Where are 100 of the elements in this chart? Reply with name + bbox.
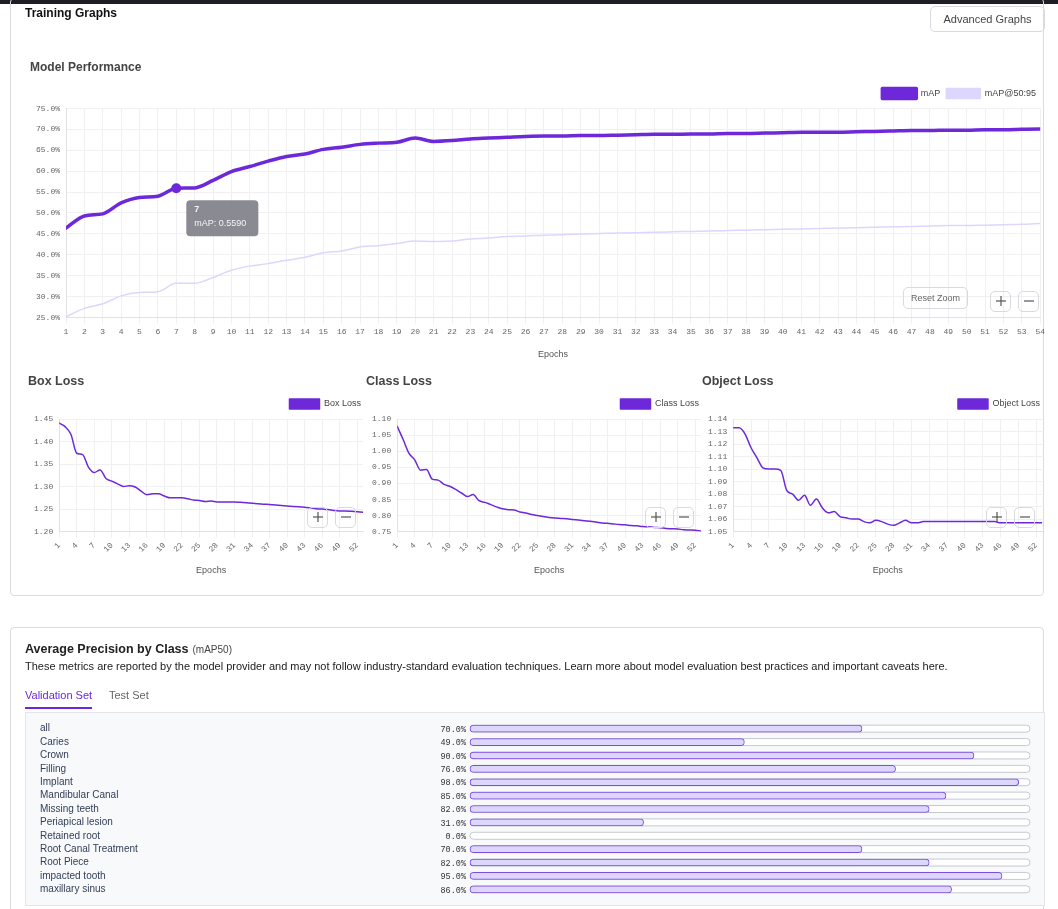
x-axis-title: Epochs bbox=[196, 565, 227, 576]
y-tick-label: 1.09 bbox=[708, 476, 728, 486]
x-tick-label: 52 bbox=[684, 540, 699, 554]
legend-label: Class Loss bbox=[654, 398, 700, 409]
chart-title: Class Loss bbox=[366, 373, 433, 388]
y-tick-label: 1.45 bbox=[34, 414, 54, 424]
x-tick-label: 13 bbox=[281, 326, 292, 336]
x-tick-label: 10 bbox=[226, 326, 237, 336]
x-tick-label: 31 bbox=[612, 326, 623, 336]
x-tick-label: 52 bbox=[998, 326, 1009, 336]
y-tick-label: Missing teeth bbox=[40, 802, 99, 814]
y-tick-label: 1.06 bbox=[708, 514, 728, 524]
x-tick-label: 50 bbox=[961, 326, 972, 336]
x-tick-label: 13 bbox=[794, 540, 808, 554]
x-axis-title: Epochs bbox=[872, 565, 904, 576]
x-tick-label: 19 bbox=[392, 326, 402, 336]
y-tick-label: 75.0% bbox=[35, 103, 61, 113]
x-tick-label: 28 bbox=[206, 540, 221, 554]
x-tick-label: 31 bbox=[562, 540, 576, 554]
x-tick-label: 52 bbox=[1025, 540, 1040, 554]
y-tick-label: 1.35 bbox=[34, 459, 54, 469]
x-tick-label: 19 bbox=[154, 540, 168, 554]
y-tick-label: 1.40 bbox=[34, 436, 54, 446]
x-tick-label: 39 bbox=[759, 326, 770, 336]
x-tick-label: 49 bbox=[329, 540, 343, 554]
y-tick-label: Crown bbox=[40, 749, 69, 761]
x-tick-label: 34 bbox=[241, 540, 256, 554]
y-tick-label: Root Piece bbox=[40, 856, 90, 868]
y-tick-label: Filling bbox=[40, 762, 67, 774]
y-tick-label: 25.0% bbox=[35, 312, 61, 322]
x-tick-label: 17 bbox=[355, 326, 366, 336]
y-tick-label: 45.0% bbox=[35, 229, 61, 239]
chart-title: Model Performance bbox=[30, 59, 142, 74]
y-tick-label: 40.0% bbox=[35, 249, 61, 259]
y-tick-label: Mandibular Canal bbox=[40, 789, 119, 801]
x-tick-label: 14 bbox=[300, 326, 310, 336]
x-tick-label: 30 bbox=[594, 326, 605, 336]
y-tick-label: 1.05 bbox=[372, 430, 392, 440]
x-tick-label: 34 bbox=[919, 540, 933, 554]
x-axis-title: Epochs bbox=[534, 565, 565, 576]
y-tick-label: impacted tooth bbox=[40, 869, 106, 881]
x-tick-label: 10 bbox=[776, 540, 790, 554]
x-tick-label: 9 bbox=[210, 326, 216, 336]
y-tick-label: 0.90 bbox=[372, 478, 392, 488]
x-tick-label: 6 bbox=[155, 326, 161, 336]
x-tick-label: 48 bbox=[925, 326, 935, 336]
x-tick-label: 31 bbox=[901, 540, 915, 554]
x-tick-label: 19 bbox=[829, 540, 844, 554]
x-tick-label: 25 bbox=[189, 540, 203, 554]
y-tick-label: 1.08 bbox=[708, 489, 728, 499]
x-tick-label: 23 bbox=[465, 326, 476, 336]
text: (mAP50) bbox=[192, 644, 232, 655]
y-tick-label: Periapical lesion bbox=[40, 816, 113, 828]
x-tick-label: 40 bbox=[276, 540, 291, 554]
x-tick-label: 38 bbox=[741, 326, 752, 336]
data-label: 70.0% bbox=[440, 724, 467, 735]
x-tick-label: 40 bbox=[614, 540, 629, 554]
data-label: 95.0% bbox=[440, 872, 467, 883]
text: Average Precision by Class bbox=[25, 642, 189, 656]
x-tick-label: 34 bbox=[667, 326, 678, 336]
x-tick-label: 8 bbox=[192, 326, 198, 336]
x-tick-label: 27 bbox=[539, 326, 549, 336]
x-tick-label: 43 bbox=[632, 540, 646, 554]
x-tick-label: 1 bbox=[52, 540, 63, 551]
x-tick-label: 49 bbox=[667, 540, 681, 554]
button: Advanced Graphs bbox=[930, 6, 1045, 32]
x-tick-label: 15 bbox=[318, 326, 329, 336]
data-label: 82.0% bbox=[440, 858, 467, 869]
x-tick-label: 41 bbox=[796, 326, 807, 336]
text: These metrics are reported by the model provider and may not follow industry-standard evaluation techniques. Learn more about model evaluation best practices and important caveats here. bbox=[25, 660, 948, 672]
x-tick-label: 20 bbox=[410, 326, 421, 336]
y-tick-label: Root Canal Treatment bbox=[40, 842, 139, 854]
y-tick-label: 60.0% bbox=[35, 166, 61, 176]
x-tick-label: 21 bbox=[428, 326, 439, 336]
x-tick-label: 28 bbox=[544, 540, 559, 554]
y-tick-label: 1.12 bbox=[708, 439, 728, 449]
y-tick-label: 1.30 bbox=[34, 481, 54, 491]
data-label: 76.0% bbox=[440, 765, 467, 776]
text: Training Graphs bbox=[25, 6, 118, 20]
x-tick-label: 42 bbox=[814, 326, 825, 336]
legend-label: Box Loss bbox=[323, 398, 362, 409]
x-tick-label: 4 bbox=[744, 540, 755, 551]
legend-label: mAP@50:95 bbox=[984, 87, 1037, 98]
x-tick-label: 16 bbox=[136, 540, 150, 554]
y-tick-label: 65.0% bbox=[35, 145, 61, 155]
x-tick-label: 5 bbox=[137, 326, 143, 336]
x-tick-label: 16 bbox=[812, 540, 826, 554]
x-tick-label: 47 bbox=[906, 326, 917, 336]
y-tick-label: 35.0% bbox=[35, 270, 61, 280]
annotation: 7 mAP: 0.5590 bbox=[194, 204, 247, 229]
y-tick-label: 70.0% bbox=[35, 124, 61, 134]
data-label: 0.0% bbox=[445, 832, 467, 843]
data-label: 90.0% bbox=[440, 751, 467, 762]
x-tick-label: 16 bbox=[336, 326, 347, 336]
y-tick-label: 1.13 bbox=[708, 426, 728, 436]
x-tick-label: 46 bbox=[649, 540, 664, 554]
data-label: 82.0% bbox=[440, 805, 467, 816]
y-tick-label: 1.20 bbox=[34, 526, 54, 536]
x-tick-label: 37 bbox=[259, 540, 273, 554]
legend-label: mAP bbox=[920, 87, 941, 98]
